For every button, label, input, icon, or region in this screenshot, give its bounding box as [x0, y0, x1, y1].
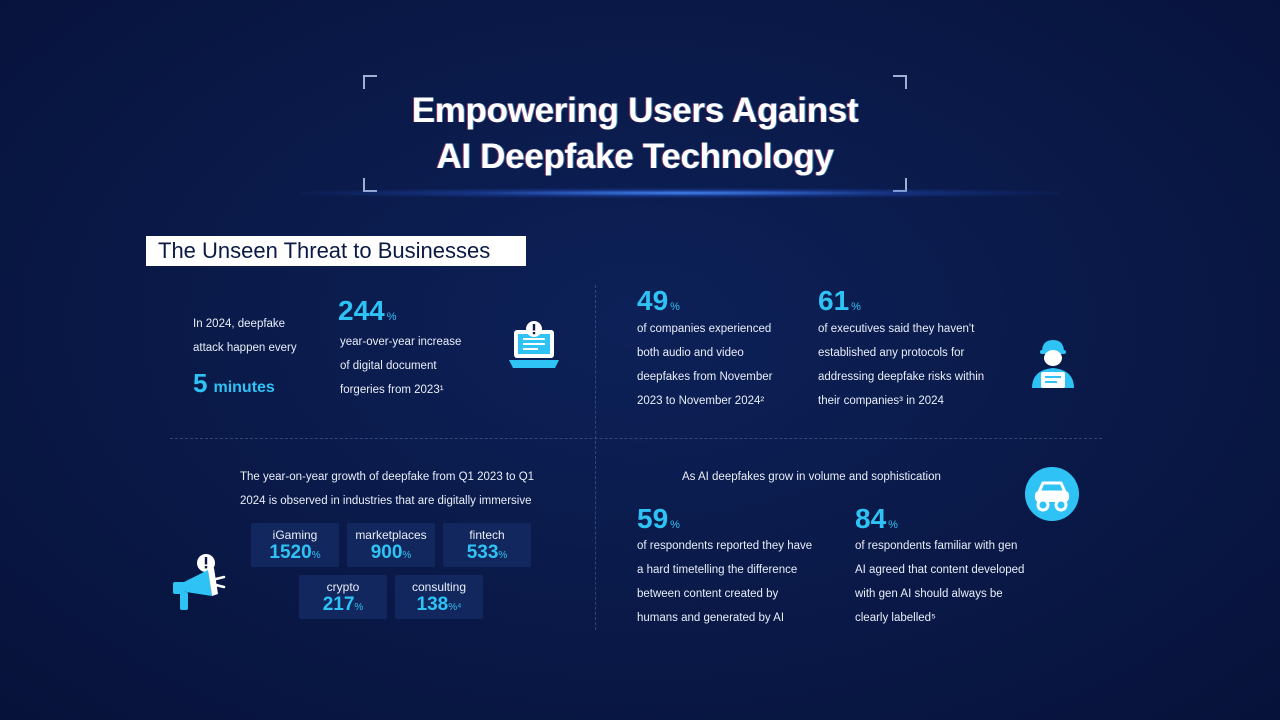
- divider-vertical: [595, 285, 596, 630]
- industry-number: 138: [416, 594, 449, 615]
- industry-chip-fintech: fintech 533%: [443, 523, 531, 567]
- industry-value: 138%⁴: [395, 594, 483, 619]
- stat-84-value: 84%: [855, 503, 898, 541]
- stat-49-number: 49: [637, 285, 669, 316]
- stat-49-unit: %: [670, 301, 680, 313]
- stat-61-value: 61%: [818, 285, 861, 323]
- stat-84-line-1: of respondents familiar with gen: [855, 540, 1018, 552]
- stat-84-line-4: clearly labelled⁵: [855, 612, 936, 624]
- megaphone-alert-icon: [173, 554, 226, 610]
- stat-minutes-unit: minutes: [213, 379, 275, 396]
- stat-59-line-3: between content created by: [637, 588, 779, 600]
- stat-61-line-2: established any protocols for: [818, 347, 965, 359]
- title-line-2: AI Deepfake Technology: [436, 137, 834, 176]
- stat-49-line-2: both audio and video: [637, 347, 744, 359]
- industry-number: 217: [322, 594, 355, 615]
- stat-61-line-1: of executives said they haven't: [818, 323, 975, 335]
- stat-49-line-4: 2023 to November 2024²: [637, 395, 765, 407]
- industry-unit: %: [498, 550, 508, 561]
- laptop-alert-icon: [509, 321, 559, 368]
- industries-intro-line-1: The year-on-year growth of deepfake from…: [240, 471, 535, 483]
- stat-59-unit: %: [670, 519, 680, 531]
- stat-244-unit: %: [386, 311, 397, 323]
- industry-unit: %⁴: [448, 602, 462, 613]
- stat-61-number: 61: [818, 285, 850, 316]
- stat-59-number: 59: [637, 503, 669, 534]
- stat-244-number: 244: [338, 295, 385, 326]
- industry-unit: %: [354, 602, 364, 613]
- stat-minutes-line-2: attack happen every: [193, 342, 297, 354]
- stat-61-text: of executives said they haven't establis…: [818, 317, 1023, 413]
- car-icon: [1025, 467, 1079, 521]
- title-glow-line: [300, 188, 1060, 198]
- industry-value: 217%: [299, 594, 387, 619]
- section-label: The Unseen Threat to Businesses: [146, 236, 526, 266]
- stat-84-line-2: AI agreed that content developed: [855, 564, 1025, 576]
- stat-49-value: 49%: [637, 285, 680, 323]
- industry-number: 1520: [269, 542, 312, 563]
- industry-label: fintech: [469, 528, 505, 542]
- stat-59-text: of respondents reported they have a hard…: [637, 534, 837, 630]
- title-line-1: Empowering Users Against: [411, 91, 859, 130]
- divider-horizontal: [170, 438, 1102, 439]
- stat-59-line-1: of respondents reported they have: [637, 540, 813, 552]
- stat-minutes-number: 5: [193, 368, 208, 398]
- industry-value: 1520%: [251, 542, 339, 567]
- stat-49-line-3: deepfakes from November: [637, 371, 773, 383]
- industry-unit: %: [311, 550, 321, 561]
- industry-label: consulting: [411, 580, 467, 594]
- growth-heading: As AI deepfakes grow in volume and sophi…: [682, 471, 941, 483]
- industry-chip-marketplaces: marketplaces 900%: [347, 523, 435, 567]
- industry-number: 900: [370, 542, 403, 563]
- stat-84-text: of respondents familiar with gen AI agre…: [855, 534, 1055, 630]
- stat-84-number: 84: [855, 503, 887, 534]
- industry-label: crypto: [326, 580, 360, 594]
- stat-244-line-2: of digital document: [340, 360, 437, 372]
- stat-minutes-text: In 2024, deepfake attack happen every: [193, 312, 323, 360]
- industry-value: 533%: [443, 542, 531, 567]
- stat-61-line-4: their companies³ in 2024: [818, 395, 944, 407]
- industry-unit: %: [402, 550, 412, 561]
- stat-minutes-value: 5 minutes: [193, 368, 275, 399]
- stat-59-value: 59%: [637, 503, 680, 541]
- industry-chip-consulting: consulting 138%⁴: [395, 575, 483, 619]
- industry-chip-igaming: iGaming 1520%: [251, 523, 339, 567]
- stat-244-text: year-over-year increase of digital docum…: [340, 330, 500, 402]
- industry-label: iGaming: [272, 528, 318, 542]
- page-title: Empowering Users Against AI Deepfake Tec…: [380, 88, 890, 180]
- stat-49-line-1: of companies experienced: [637, 323, 772, 335]
- stat-59-line-2: a hard timetelling the difference: [637, 564, 798, 576]
- frame-corner-top-left: [363, 75, 377, 89]
- frame-corner-top-right: [893, 75, 907, 89]
- stat-244-line-1: year-over-year increase: [340, 336, 462, 348]
- industries-intro: The year-on-year growth of deepfake from…: [240, 465, 560, 513]
- industries-intro-line-2: 2024 is observed in industries that are …: [240, 495, 532, 507]
- industry-value: 900%: [347, 542, 435, 567]
- stat-61-line-3: addressing deepfake risks within: [818, 371, 985, 383]
- stat-244-line-3: forgeries from 2023¹: [340, 384, 444, 396]
- person-laptop-icon: [1032, 340, 1074, 388]
- stat-84-unit: %: [888, 519, 898, 531]
- stat-59-line-4: humans and generated by AI: [637, 612, 785, 624]
- stat-49-text: of companies experienced both audio and …: [637, 317, 807, 413]
- stat-minutes-line-1: In 2024, deepfake: [193, 318, 286, 330]
- industry-chip-crypto: crypto 217%: [299, 575, 387, 619]
- industry-number: 533: [466, 542, 499, 563]
- industry-label: marketplaces: [355, 528, 427, 542]
- stat-84-line-3: with gen AI should always be: [855, 588, 1003, 600]
- stat-244-value: 244%: [338, 295, 397, 333]
- stat-61-unit: %: [851, 301, 861, 313]
